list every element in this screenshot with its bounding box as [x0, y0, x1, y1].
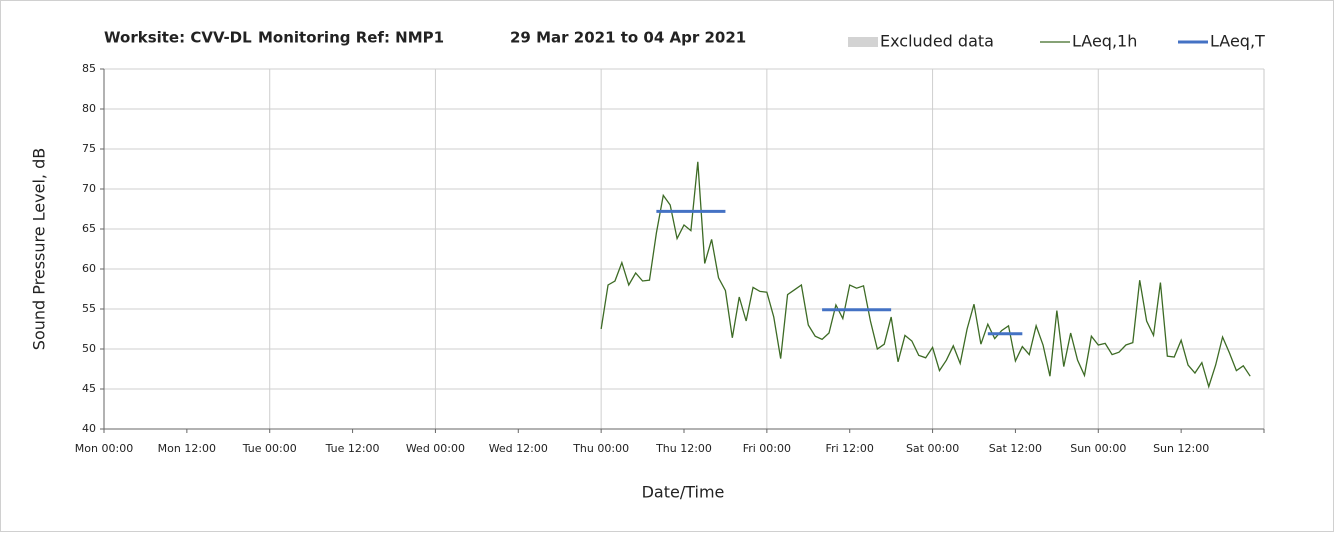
y-tick-label: 80	[82, 102, 96, 115]
y-tick-label: 40	[82, 422, 96, 435]
x-tick-label: Wed 00:00	[406, 442, 465, 455]
y-tick-label: 85	[82, 62, 96, 75]
y-tick-label: 55	[82, 302, 96, 315]
x-tick-label: Tue 00:00	[242, 442, 297, 455]
x-tick-label: Thu 00:00	[572, 442, 629, 455]
title-worksite: Worksite: CVV-DL	[104, 29, 252, 47]
x-tick-label: Fri 12:00	[826, 442, 874, 455]
series-line	[656, 209, 1023, 336]
x-tick-label: Sat 00:00	[906, 442, 959, 455]
title-ref: Monitoring Ref: NMP1	[258, 29, 444, 47]
x-tick-label: Tue 12:00	[325, 442, 380, 455]
x-tick-label: Fri 00:00	[743, 442, 791, 455]
x-tick-label: Sun 00:00	[1070, 442, 1126, 455]
title-dates: 29 Mar 2021 to 04 Apr 2021	[510, 29, 746, 47]
y-tick-label: 75	[82, 142, 96, 155]
y-tick-label: 65	[82, 222, 96, 235]
series-line	[600, 161, 1251, 389]
y-tick-label: 70	[82, 182, 96, 195]
x-tick-label: Sun 12:00	[1153, 442, 1209, 455]
x-tick-label: Mon 12:00	[158, 442, 216, 455]
y-tick-label: 60	[82, 262, 96, 275]
x-axis-label: Date/Time	[642, 483, 725, 502]
legend-label: Excluded data	[880, 32, 994, 51]
y-tick-label: 45	[82, 382, 96, 395]
x-tick-label: Wed 12:00	[489, 442, 548, 455]
legend-swatch	[848, 37, 878, 47]
y-tick-label: 50	[82, 342, 96, 355]
y-axis-label: Sound Pressure Level, dB	[30, 148, 49, 350]
legend-label: LAeq,T	[1210, 32, 1265, 51]
x-tick-label: Sat 12:00	[989, 442, 1042, 455]
x-tick-label: Thu 12:00	[655, 442, 712, 455]
x-tick-label: Mon 00:00	[75, 442, 133, 455]
legend-label: LAeq,1h	[1072, 32, 1137, 51]
